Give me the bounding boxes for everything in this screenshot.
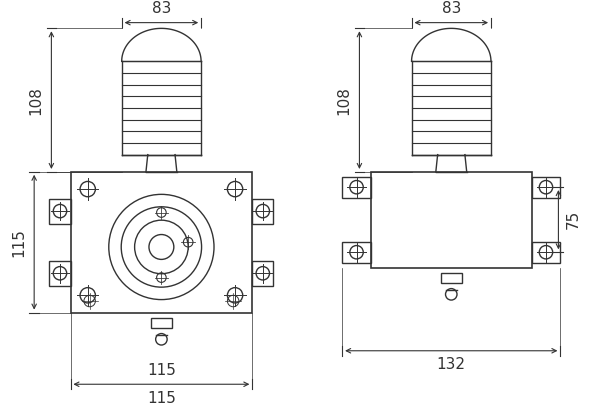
Bar [252,199,273,224]
Bar [342,242,371,263]
Text: 108: 108 [337,86,352,115]
Bar [342,177,371,198]
Bar [252,261,273,286]
Bar [49,261,71,286]
Bar [151,318,172,328]
Text: 115: 115 [147,391,176,406]
Text: 115: 115 [11,228,27,257]
Text: 83: 83 [441,1,461,16]
Text: 132: 132 [437,357,466,373]
Bar [441,273,462,283]
Text: 115: 115 [147,363,176,377]
Bar [531,242,560,263]
Text: 83: 83 [152,1,171,16]
Text: 108: 108 [29,86,43,115]
Text: 75: 75 [566,210,581,229]
Bar [49,199,71,224]
Bar [71,172,252,313]
Bar [531,177,560,198]
Bar [371,172,531,268]
